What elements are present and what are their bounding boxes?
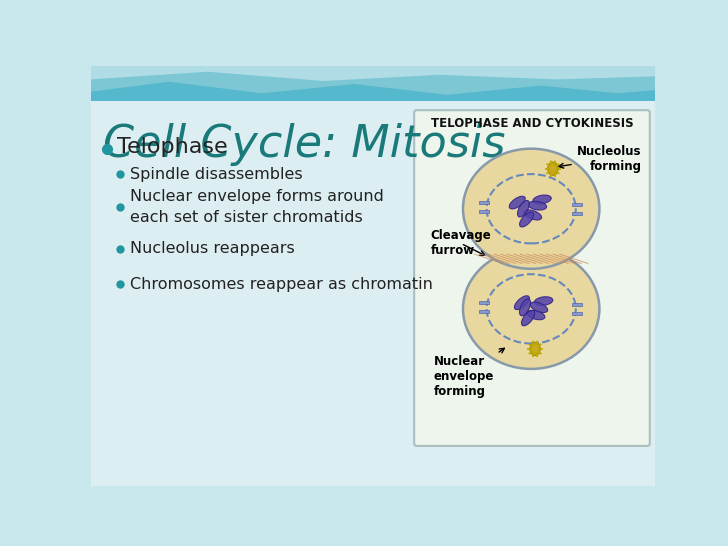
Ellipse shape bbox=[520, 212, 534, 227]
Ellipse shape bbox=[530, 342, 540, 355]
Text: Cell Cycle: Mitosis: Cell Cycle: Mitosis bbox=[103, 122, 505, 165]
Bar bbox=[572, 203, 582, 206]
Ellipse shape bbox=[533, 195, 551, 204]
Ellipse shape bbox=[515, 296, 529, 310]
Ellipse shape bbox=[463, 249, 599, 369]
Bar bbox=[572, 312, 582, 315]
Text: TELOPHASE AND CYTOKINESIS: TELOPHASE AND CYTOKINESIS bbox=[431, 117, 633, 130]
Ellipse shape bbox=[518, 200, 529, 217]
Bar bbox=[479, 301, 489, 304]
Ellipse shape bbox=[521, 310, 535, 326]
Text: Spindle disassembles: Spindle disassembles bbox=[130, 167, 302, 182]
Polygon shape bbox=[91, 66, 655, 81]
Ellipse shape bbox=[548, 162, 558, 175]
Bar bbox=[91, 66, 655, 101]
FancyBboxPatch shape bbox=[414, 110, 650, 446]
Ellipse shape bbox=[534, 297, 553, 306]
Ellipse shape bbox=[510, 196, 525, 209]
Text: Telophase: Telophase bbox=[116, 137, 227, 157]
Text: Nuclear envelope forms around
each set of sister chromatids: Nuclear envelope forms around each set o… bbox=[130, 189, 384, 225]
Polygon shape bbox=[91, 66, 655, 95]
Ellipse shape bbox=[524, 210, 542, 220]
Ellipse shape bbox=[520, 299, 531, 316]
Bar bbox=[479, 310, 489, 313]
Ellipse shape bbox=[529, 201, 547, 210]
Text: Chromosomes reappear as chromatin: Chromosomes reappear as chromatin bbox=[130, 277, 432, 292]
Bar bbox=[572, 212, 582, 215]
Text: Cleavage
furrow: Cleavage furrow bbox=[430, 229, 491, 257]
Bar bbox=[572, 302, 582, 306]
Text: Nuclear
envelope
forming: Nuclear envelope forming bbox=[434, 348, 505, 398]
Ellipse shape bbox=[463, 149, 599, 269]
Bar bbox=[479, 210, 489, 213]
Ellipse shape bbox=[527, 310, 545, 320]
Text: Nucleolus
forming: Nucleolus forming bbox=[558, 145, 641, 173]
Bar bbox=[479, 201, 489, 204]
Ellipse shape bbox=[530, 302, 547, 312]
Text: Nucleolus reappears: Nucleolus reappears bbox=[130, 241, 295, 256]
